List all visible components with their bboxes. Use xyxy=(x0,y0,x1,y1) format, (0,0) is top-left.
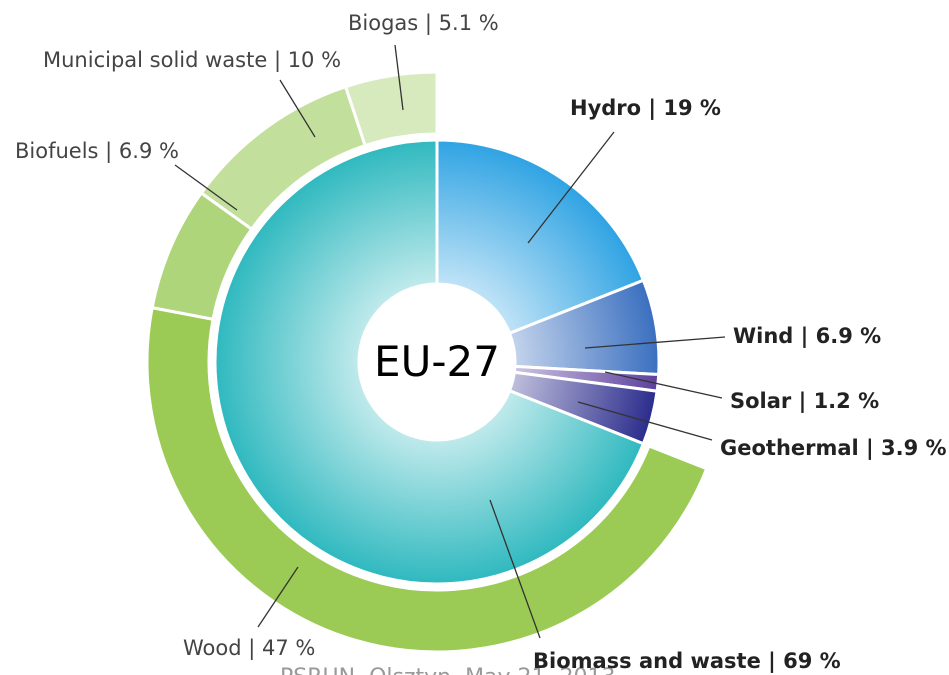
slice-label: Biomass and waste | 69 % xyxy=(533,649,841,674)
leader-line xyxy=(394,44,404,111)
inner-slice xyxy=(213,138,646,586)
slice-label: Wood | 47 % xyxy=(183,636,315,661)
slice-label: Hydro | 19 % xyxy=(570,96,721,121)
leader-line xyxy=(527,131,615,244)
slice-label: Municipal solid waste | 10 % xyxy=(43,48,341,73)
footer: PSRUN, Olsztyn, May 21, 2013 xyxy=(280,665,616,675)
slice-label: Solar | 1.2 % xyxy=(730,389,879,414)
slice-label: Biogas | 5.1 % xyxy=(348,11,499,36)
leader-line xyxy=(489,499,541,639)
leader-line xyxy=(584,336,726,349)
outer-slice xyxy=(343,70,439,148)
leader-line xyxy=(279,79,316,138)
leader-line xyxy=(604,371,723,399)
slice-label: Biofuels | 6.9 % xyxy=(15,139,179,164)
outer-slice xyxy=(145,305,709,654)
slice-label: Wind | 6.9 % xyxy=(733,324,881,349)
inner-slice xyxy=(435,138,646,336)
leader-line xyxy=(257,566,299,628)
leader-line xyxy=(174,164,238,211)
slice-label: Geothermal | 3.9 % xyxy=(720,436,947,461)
center-label: EU-27 xyxy=(374,337,500,386)
leader-line xyxy=(577,401,713,441)
